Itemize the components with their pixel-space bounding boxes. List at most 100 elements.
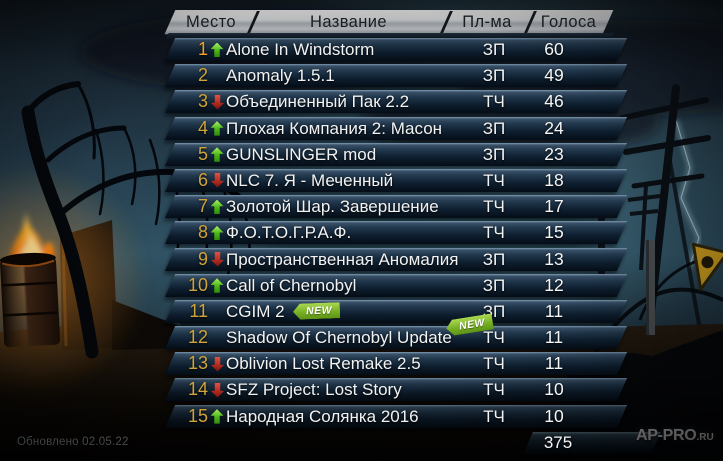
mod-name-cell: CGIM 2 NEW	[226, 300, 481, 323]
table-row: 12 Shadow Of Chernobyl Update ТЧ 11 NEW	[170, 326, 622, 349]
place-cell: 3	[197, 91, 208, 112]
votes-cell: 11	[544, 300, 564, 321]
mod-name-cell: SFZ Project: Lost Story	[226, 378, 481, 401]
mod-name: Плохая Компания 2: Масон	[226, 118, 443, 138]
place-cell: 1	[197, 39, 208, 59]
place-cell: 8	[197, 222, 208, 243]
table-header: Место Название Пл-ма Голоса	[170, 10, 608, 34]
platform-cell: ТЧ	[483, 92, 505, 112]
table-row: 15 Народная Солянка 2016 ТЧ 10	[170, 405, 622, 428]
new-badge-label: NEW	[305, 304, 332, 318]
votes-cell: 12	[544, 274, 564, 295]
place-cell: 13	[187, 353, 208, 374]
mod-name: Пространственная Аномалия	[226, 249, 459, 269]
platform-cell: ЗП	[482, 249, 506, 269]
mod-name: Shadow Of Chernobyl Update	[226, 328, 452, 348]
platform-cell: ТЧ	[483, 406, 505, 426]
platform-cell: ЗП	[482, 118, 506, 138]
platform-cell: ЗП	[482, 66, 506, 86]
platform-cell: ТЧ	[483, 197, 505, 217]
mod-name: Объединенный Пак 2.2	[226, 92, 410, 112]
place-cell: 12	[187, 327, 208, 348]
votes-cell: 13	[544, 248, 564, 269]
trend-down-icon	[211, 383, 224, 398]
total-votes-value: 375	[543, 433, 573, 452]
mod-name-cell: Shadow Of Chernobyl Update	[226, 326, 481, 349]
mod-name-cell: Ф.О.Т.О.Г.Р.А.Ф.	[226, 221, 481, 244]
platform-cell: ТЧ	[483, 170, 505, 190]
mod-name-cell: Anomaly 1.5.1	[226, 64, 481, 87]
table-row: 13 Oblivion Lost Remake 2.5 ТЧ 11	[170, 352, 622, 375]
votes-cell: 10	[544, 405, 564, 426]
trend-down-icon	[211, 173, 224, 188]
trend-up-icon	[210, 225, 224, 241]
mod-name: Народная Солянка 2016	[226, 406, 419, 426]
mod-name-cell: Объединенный Пак 2.2	[226, 90, 481, 113]
platform-cell: ТЧ	[483, 223, 505, 243]
place-cell: 5	[197, 143, 208, 164]
mod-name-cell: Народная Солянка 2016	[226, 405, 481, 428]
mod-name: Alone In Windstorm	[226, 40, 375, 59]
table-row: 10 Call of Chernobyl ЗП 12	[170, 274, 622, 297]
table-row: 8 Ф.О.Т.О.Г.Р.А.Ф. ТЧ 15	[170, 221, 622, 244]
mod-name: Call of Chernobyl	[226, 275, 357, 295]
trend-up-icon	[210, 147, 224, 162]
mod-name: Anomaly 1.5.1	[226, 66, 335, 86]
platform-cell: ТЧ	[483, 354, 505, 374]
place-cell: 11	[189, 300, 208, 321]
votes-cell: 46	[544, 91, 564, 112]
table-row: 7 Золотой Шар. Завершение ТЧ 17	[170, 195, 622, 218]
votes-cell: 11	[544, 327, 564, 348]
place-cell: 4	[197, 117, 208, 138]
votes-cell: 17	[544, 196, 564, 217]
mod-name: Oblivion Lost Remake 2.5	[226, 354, 421, 374]
place-cell: 7	[197, 196, 208, 217]
trend-up-icon	[210, 121, 224, 136]
column-header-place: Место	[186, 13, 236, 31]
column-header-votes: Голоса	[540, 13, 597, 31]
place-cell: 14	[187, 379, 208, 400]
mod-name: Золотой Шар. Завершение	[226, 197, 439, 217]
trend-up-icon	[210, 199, 224, 215]
place-cell: 15	[187, 405, 208, 426]
mod-name: Ф.О.Т.О.Г.Р.А.Ф.	[226, 223, 352, 243]
votes-cell: 24	[544, 117, 564, 138]
logo-suffix: .RU	[696, 432, 714, 443]
table-row: 4 Плохая Компания 2: Масон ЗП 24	[170, 117, 622, 140]
platform-cell: ЗП	[482, 40, 506, 59]
place-cell: 10	[187, 274, 208, 295]
mod-name-cell: Call of Chernobyl	[226, 274, 481, 297]
mod-name-cell: Alone In Windstorm	[226, 38, 481, 61]
platform-cell: ЗП	[482, 144, 506, 164]
votes-cell: 11	[544, 353, 564, 374]
mod-name: NLC 7. Я - Меченный	[226, 170, 394, 190]
table-row: 2 Anomaly 1.5.1 ЗП 49	[170, 64, 622, 87]
mod-name-cell: NLC 7. Я - Меченный	[226, 169, 481, 192]
trend-down-icon	[211, 357, 224, 372]
table-row: 5 GUNSLINGER mod ЗП 23	[170, 143, 622, 166]
column-header-platform: Пл-ма	[462, 13, 512, 31]
votes-cell: 23	[544, 143, 564, 164]
place-cell: 6	[197, 169, 208, 190]
place-cell: 2	[197, 65, 208, 86]
table-row: 11 CGIM 2 NEW ЗП 11	[170, 300, 622, 323]
trend-down-icon	[211, 95, 224, 110]
table-row: 6 NLC 7. Я - Меченный ТЧ 18	[170, 169, 622, 192]
votes-cell: 49	[544, 65, 564, 86]
logo-main: AP-PRO	[636, 427, 697, 444]
trend-up-icon	[210, 278, 224, 293]
votes-cell: 60	[544, 39, 564, 59]
updated-date-label: Обновлено 02.05.22	[17, 436, 129, 448]
table-rows: 1 Alone In Windstorm ЗП 60 2 Anomaly 1.5…	[170, 38, 622, 428]
mod-name: GUNSLINGER mod	[226, 144, 377, 164]
column-header-name: Название	[310, 13, 387, 31]
table-row: 14 SFZ Project: Lost Story ТЧ 10	[170, 378, 622, 401]
trend-up-icon	[210, 42, 224, 57]
mod-name-cell: Плохая Компания 2: Масон	[226, 117, 481, 140]
votes-cell: 15	[544, 222, 564, 243]
mod-name: SFZ Project: Lost Story	[226, 380, 402, 400]
mod-name-cell: Oblivion Lost Remake 2.5	[226, 352, 481, 375]
table-row: 9 Пространственная Аномалия ЗП 13	[170, 248, 622, 271]
mod-name-cell: Золотой Шар. Завершение	[226, 195, 481, 218]
